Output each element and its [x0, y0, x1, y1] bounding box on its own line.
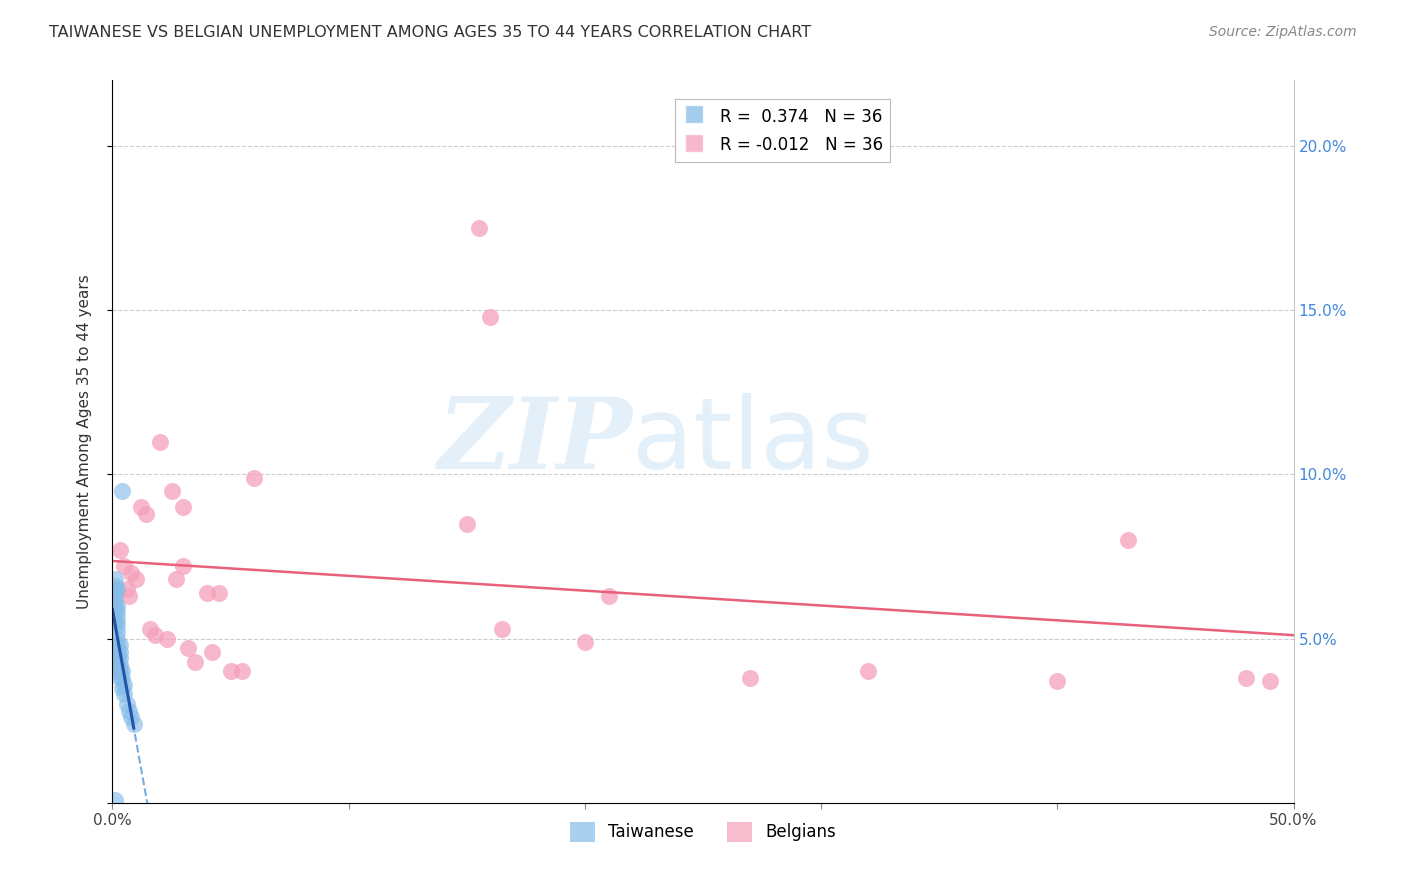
Point [135, 507, 157, 521]
Point [108, 645, 131, 659]
Point [104, 792, 127, 806]
Point [177, 641, 200, 656]
Point [118, 704, 141, 718]
Point [467, 221, 489, 235]
Point [143, 628, 166, 642]
Point [105, 632, 128, 646]
Point [172, 559, 194, 574]
Point [118, 589, 141, 603]
Text: atlas: atlas [633, 393, 873, 490]
Point [479, 310, 502, 324]
Point [1116, 533, 1139, 547]
Point [104, 585, 127, 599]
Point [115, 698, 138, 712]
Point [104, 592, 127, 607]
Point [195, 585, 218, 599]
Point [201, 645, 224, 659]
Point [129, 500, 152, 515]
Point [112, 677, 135, 691]
Point [111, 681, 134, 695]
Point [108, 657, 131, 672]
Point [122, 717, 145, 731]
Point [111, 665, 134, 679]
Point [156, 632, 179, 646]
Point [105, 638, 128, 652]
Point [1234, 671, 1257, 685]
Point [160, 483, 183, 498]
Point [184, 655, 207, 669]
Point [105, 605, 128, 619]
Point [172, 500, 194, 515]
Point [104, 573, 127, 587]
Point [231, 665, 253, 679]
Point [104, 615, 127, 630]
Point [111, 483, 134, 498]
Point [105, 618, 128, 632]
Point [149, 434, 172, 449]
Point [574, 635, 596, 649]
Point [120, 566, 142, 580]
Text: ZIP: ZIP [437, 393, 633, 490]
Point [105, 612, 128, 626]
Point [108, 651, 131, 665]
Point [105, 645, 128, 659]
Text: Source: ZipAtlas.com: Source: ZipAtlas.com [1209, 25, 1357, 39]
Point [104, 599, 127, 613]
Point [108, 542, 131, 557]
Point [108, 671, 131, 685]
Point [1258, 674, 1281, 689]
Point [105, 582, 128, 597]
Point [165, 573, 187, 587]
Y-axis label: Unemployment Among Ages 35 to 44 years: Unemployment Among Ages 35 to 44 years [77, 274, 91, 609]
Point [208, 585, 231, 599]
Legend: Taiwanese, Belgians: Taiwanese, Belgians [562, 815, 844, 848]
Point [111, 671, 134, 685]
Point [112, 687, 135, 701]
Point [139, 622, 162, 636]
Text: TAIWANESE VS BELGIAN UNEMPLOYMENT AMONG AGES 35 TO 44 YEARS CORRELATION CHART: TAIWANESE VS BELGIAN UNEMPLOYMENT AMONG … [49, 25, 811, 40]
Point [105, 665, 128, 679]
Point [104, 605, 127, 619]
Point [243, 470, 266, 484]
Point [456, 516, 478, 531]
Point [108, 638, 131, 652]
Point [112, 559, 135, 574]
Point [125, 573, 148, 587]
Point [105, 651, 128, 665]
Point [105, 657, 128, 672]
Point [858, 665, 880, 679]
Point [491, 622, 513, 636]
Point [104, 579, 127, 593]
Point [108, 665, 131, 679]
Point [105, 625, 128, 640]
Point [219, 665, 242, 679]
Point [740, 671, 762, 685]
Point [115, 582, 138, 597]
Point [598, 589, 620, 603]
Point [120, 710, 142, 724]
Point [1046, 674, 1069, 689]
Point [105, 599, 128, 613]
